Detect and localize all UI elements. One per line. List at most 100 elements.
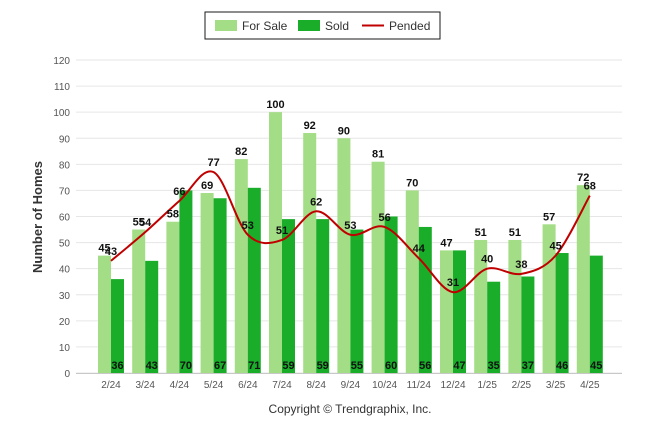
bar-sold (111, 279, 124, 373)
x-tick-label: 12/24 (440, 380, 465, 391)
bar-for-sale (303, 133, 317, 373)
legend-swatch-sold (298, 20, 320, 31)
x-tick-label: 8/24 (306, 380, 326, 391)
data-label-pended: 43 (105, 246, 117, 258)
y-tick-label: 30 (59, 291, 71, 302)
x-tick-label: 3/25 (546, 380, 566, 391)
legend-label-for-sale: For Sale (242, 19, 288, 33)
x-tick-label: 1/25 (477, 380, 497, 391)
data-label-sold: 56 (419, 360, 431, 372)
data-label-pended: 53 (344, 220, 356, 232)
data-label-sold: 35 (488, 360, 500, 372)
y-tick-label: 40 (59, 265, 71, 276)
data-label-sold: 55 (351, 360, 363, 372)
bar-sold (350, 229, 364, 373)
x-tick-label: 3/24 (135, 380, 155, 391)
data-label-sold: 36 (111, 360, 123, 372)
y-tick-label: 120 (53, 56, 70, 67)
bar-for-sale (132, 229, 146, 373)
x-tick-label: 4/25 (580, 380, 600, 391)
data-label-pended: 44 (413, 243, 426, 255)
data-label-sold: 59 (282, 360, 294, 372)
bar-for-sale (234, 159, 248, 373)
pended-line (110, 170, 591, 294)
data-label-pended: 54 (139, 217, 152, 229)
legend-label-pended: Pended (389, 19, 430, 33)
data-label-for-sale: 58 (167, 209, 179, 221)
y-tick-label: 90 (59, 134, 71, 145)
bar-sold (316, 219, 330, 373)
data-label-for-sale: 100 (266, 99, 284, 111)
legend-swatch-for-sale (215, 20, 237, 31)
bar-for-sale (440, 250, 453, 373)
legend-box (204, 11, 441, 40)
bar-sold (179, 190, 193, 373)
x-axis: 2/24 3/24 4/24 5/24 6/24 7/24 8/24 9/24 10/24 11/… (76, 373, 622, 391)
data-label-for-sale: 70 (406, 177, 418, 189)
bar-for-sale (200, 193, 214, 373)
bar-for-sale (98, 255, 111, 373)
bar-for-sale (474, 239, 488, 373)
data-label-pended: 51 (276, 225, 288, 237)
data-label-sold: 59 (317, 360, 329, 372)
bar-for-sale (166, 221, 180, 373)
bar-sold (555, 253, 569, 373)
bar-for-sale (337, 138, 351, 373)
data-label-sold: 71 (248, 360, 260, 372)
y-tick-label: 50 (59, 239, 71, 250)
x-tick-label: 11/24 (407, 380, 432, 391)
bar-sold (145, 260, 159, 373)
legend-label-sold: Sold (325, 19, 349, 33)
y-tick-label: 10 (59, 343, 71, 354)
y-axis: 0 10 20 30 40 50 60 70 80 90 100 110 120 (53, 56, 70, 380)
bars (98, 112, 603, 374)
data-label-pended: 77 (207, 157, 219, 169)
data-label-sold: 67 (214, 360, 226, 372)
bar-for-sale (405, 190, 419, 373)
y-axis-title: Number of Homes (30, 161, 45, 273)
data-label-sold: 37 (522, 360, 534, 372)
data-label-pended: 68 (584, 181, 596, 193)
data-label-sold: 70 (180, 360, 192, 372)
y-tick-label: 20 (59, 317, 71, 328)
data-label-for-sale: 72 (577, 172, 589, 184)
data-label-pended: 56 (378, 212, 390, 224)
data-label-for-sale: 57 (543, 211, 555, 223)
data-label-for-sale: 51 (475, 227, 487, 239)
data-label-for-sale: 69 (201, 180, 213, 192)
data-label-sold: 60 (385, 360, 397, 372)
bar-sold (589, 255, 603, 373)
data-label-pended: 45 (549, 241, 561, 253)
bar-sold (247, 187, 261, 373)
bar-for-sale (542, 224, 556, 373)
y-tick-label: 110 (54, 82, 70, 93)
data-label-for-sale: 92 (304, 120, 316, 132)
data-label-pended: 31 (447, 277, 459, 289)
x-tick-label: 4/24 (170, 380, 190, 391)
x-tick-label: 2/25 (512, 380, 532, 391)
x-tick-label: 7/24 (272, 380, 292, 391)
bar-sold (453, 250, 466, 373)
bar-sold (418, 226, 432, 373)
data-label-for-sale: 51 (509, 227, 521, 239)
bar-sold (384, 216, 398, 373)
data-label-for-sale: 82 (235, 146, 247, 158)
data-label-sold: 43 (146, 360, 158, 372)
x-tick-label: 6/24 (238, 380, 258, 391)
data-label-sold: 46 (556, 360, 568, 372)
bar-for-sale (371, 161, 385, 373)
x-tick-label: 5/24 (204, 380, 224, 391)
x-tick-label: 9/24 (341, 380, 361, 391)
data-label-pended: 62 (310, 196, 322, 208)
data-label-for-sale: 81 (372, 149, 384, 161)
data-labels: 45 36 55 43 58 70 69 67 82 71 100 59 92 59 90 55 81 60 70 5… (98, 99, 602, 372)
bar-sold (487, 281, 501, 373)
data-label-pended: 40 (481, 254, 493, 266)
x-tick-label: 10/24 (372, 380, 397, 391)
data-label-pended: 53 (242, 220, 254, 232)
y-tick-label: 100 (53, 108, 70, 119)
legend: For Sale Sold Pended (204, 11, 441, 40)
data-label-sold: 47 (453, 360, 465, 372)
data-label-for-sale: 90 (338, 125, 350, 137)
